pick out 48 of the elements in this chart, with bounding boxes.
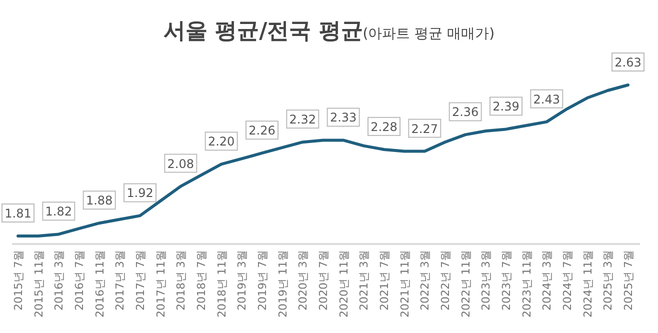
x-tick-label: 2017년 3월 (114, 250, 127, 310)
x-tick-label: 2024년 3월 (540, 250, 554, 310)
x-tick-label: 2017년 11월 (154, 250, 168, 318)
x-tick-label: 2016년 11월 (93, 250, 106, 318)
data-label: 1.81 (4, 206, 32, 220)
x-tick-label: 2018년 3월 (174, 250, 188, 310)
x-tick-label: 2021년 11월 (398, 250, 412, 318)
x-tick-label: 2019년 11월 (276, 250, 290, 318)
x-tick-label: 2020년 7월 (317, 250, 330, 310)
x-tick-label: 2023년 3월 (480, 250, 493, 310)
data-label: 2.27 (411, 122, 438, 136)
data-label: 2.33 (330, 110, 357, 125)
data-label: 2.20 (208, 134, 235, 149)
x-tick-label: 2023년 11월 (520, 250, 534, 318)
x-tick-label: 2017년 7월 (134, 250, 147, 310)
chart-title: 서울 평균/전국 평균 (163, 19, 363, 44)
x-tick-label: 2020년 11월 (337, 250, 350, 318)
x-tick-label: 2022년 11월 (459, 250, 472, 318)
data-label: 2.39 (492, 100, 520, 114)
x-tick-label: 2023년 7월 (500, 250, 513, 310)
x-tick-label: 2019년 7월 (256, 250, 269, 310)
data-label: 2.63 (614, 56, 642, 70)
x-tick-label: 2015년 11월 (32, 250, 46, 318)
x-tick-label: 2024년 7월 (561, 250, 574, 310)
data-label: 2.26 (248, 124, 276, 138)
x-tick-label: 2016년 7월 (73, 250, 86, 310)
x-tick-label: 2018년 7월 (195, 250, 208, 310)
x-tick-label: 2025년 7월 (622, 250, 635, 310)
x-tick-label: 2015년 7월 (12, 250, 25, 310)
data-label: 2.36 (452, 105, 479, 120)
data-label: 2.43 (533, 92, 560, 106)
data-label: 1.82 (45, 204, 72, 219)
x-tick-label: 2018년 11월 (215, 250, 228, 318)
chart-subtitle: (아파트 평균 매매가) (362, 26, 495, 42)
x-tick-label: 2022년 3월 (418, 250, 432, 310)
x-tick-label: 2020년 3월 (296, 250, 310, 310)
data-label: 2.32 (289, 112, 316, 127)
x-tick-label: 2022년 7월 (439, 250, 452, 310)
data-label: 1.88 (86, 194, 113, 208)
x-tick-label: 2016년 3월 (52, 250, 66, 310)
data-label: 2.08 (167, 156, 194, 171)
x-tick-label: 2025년 3월 (602, 250, 615, 310)
x-tick-label: 2024년 11월 (581, 250, 594, 318)
x-tick-label: 2021년 3월 (358, 250, 371, 310)
x-tick-label: 2021년 7월 (378, 250, 391, 310)
x-tick-label: 2019년 3월 (236, 250, 249, 310)
data-label: 1.92 (126, 186, 154, 200)
data-label: 2.28 (370, 120, 398, 134)
